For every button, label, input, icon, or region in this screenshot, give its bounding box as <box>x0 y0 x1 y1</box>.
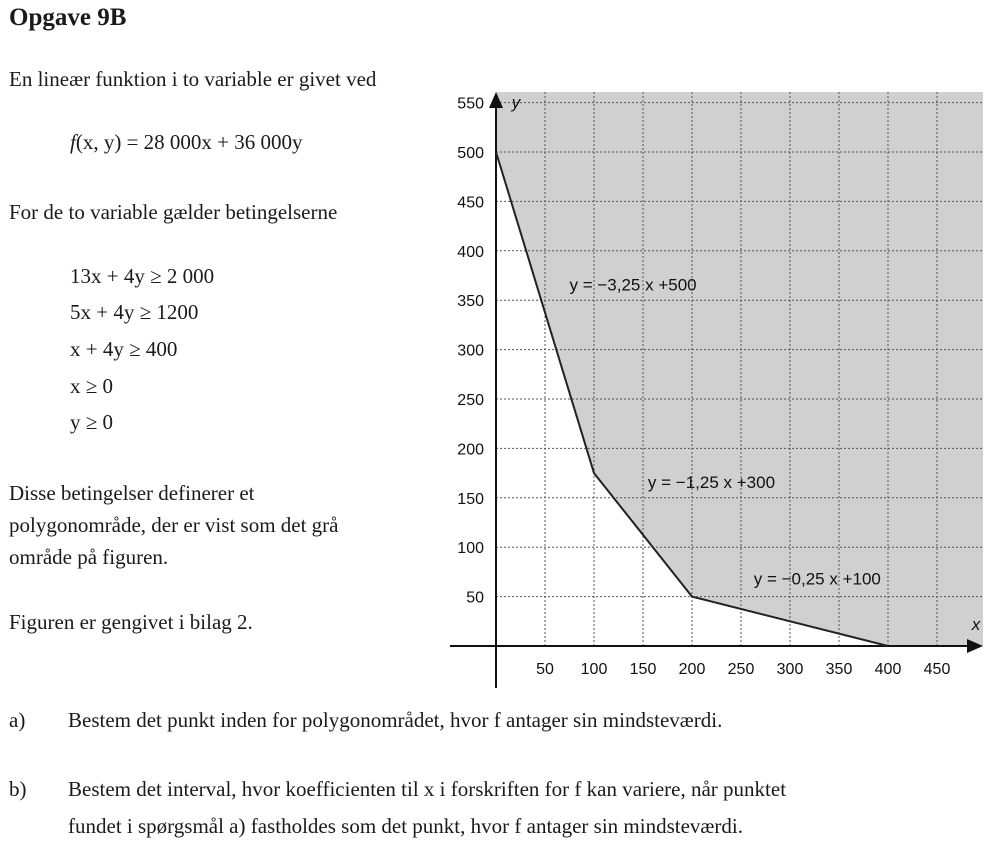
description-line-2: polygonområde, der er vist som det grå <box>9 513 339 537</box>
y-tick-label-150: 150 <box>457 491 484 508</box>
function-rhs: = 28 000x + 36 000y <box>126 130 303 154</box>
y-tick-label-250: 250 <box>457 392 484 409</box>
boundary-line-label-3: y = −0,25 x +100 <box>754 570 881 589</box>
x-tick-label-150: 150 <box>630 661 657 678</box>
question-b-label: b) <box>9 777 27 801</box>
boundary-line-label-1: y = −3,25 x +500 <box>570 275 697 294</box>
assignment-title: Opgave 9B <box>9 4 127 31</box>
conditions-intro: For de to variable gælder betingelserne <box>9 200 338 224</box>
function-args: (x, y) <box>75 130 122 154</box>
y-tick-label-50: 50 <box>466 590 484 607</box>
x-tick-label-50: 50 <box>536 661 554 678</box>
condition-5: y ≥ 0 <box>70 410 114 434</box>
grid-layer <box>496 92 983 646</box>
appendix-note: Figuren er gengivet i bilag 2. <box>9 610 253 634</box>
x-tick-label-350: 350 <box>826 661 853 678</box>
function-name: f <box>70 130 76 154</box>
y-tick-label-350: 350 <box>457 293 484 310</box>
feasible-region-boundary <box>495 151 889 647</box>
condition-3: x + 4y ≥ 400 <box>70 337 178 361</box>
condition-1: 13x + 4y ≥ 2 000 <box>70 264 215 288</box>
condition-4: x ≥ 0 <box>70 374 114 398</box>
x-tick-label-250: 250 <box>728 661 755 678</box>
y-axis-label: y <box>511 93 522 112</box>
y-tick-label-400: 400 <box>457 244 484 261</box>
description-line-1: Disse betingelser definerer et <box>9 481 255 505</box>
y-tick-label-300: 300 <box>457 343 484 360</box>
question-a-label: a) <box>9 708 26 732</box>
y-tick-label-550: 550 <box>457 96 484 113</box>
x-tick-label-100: 100 <box>581 661 608 678</box>
x-axis-label: x <box>971 615 981 634</box>
y-tick-label-450: 450 <box>457 194 484 211</box>
labels-layer: 50 100 150 200 250 300 350 400 450 50 100 150 200 250… <box>457 93 980 678</box>
y-tick-label-500: 500 <box>457 145 484 162</box>
question-a-text: Bestem det punkt inden for polygonområde… <box>68 708 723 732</box>
feasible-region-layer <box>496 92 983 646</box>
boundary-layer <box>495 151 889 647</box>
condition-2: 5x + 4y ≥ 1200 <box>70 300 199 324</box>
x-tick-label-200: 200 <box>679 661 706 678</box>
function-definition: f(x, y) = 28 000x + 36 000y <box>70 130 303 155</box>
x-axis-arrow-icon <box>967 639 983 653</box>
y-tick-label-200: 200 <box>457 441 484 458</box>
y-axis-arrow-icon <box>489 92 503 108</box>
x-tick-label-300: 300 <box>777 661 804 678</box>
boundary-line-label-2: y = −1,25 x +300 <box>648 473 775 492</box>
x-tick-label-450: 450 <box>924 661 951 678</box>
x-tick-label-400: 400 <box>875 661 902 678</box>
intro-text: En lineær funktion i to variable er give… <box>9 67 377 91</box>
feasible-region <box>496 92 983 646</box>
description-line-3: område på figuren. <box>9 545 169 569</box>
question-b-text-line-2: fundet i spørgsmål a) fastholdes som det… <box>68 814 744 838</box>
question-b-text-line-1: Bestem det interval, hvor koefficienten … <box>68 777 787 801</box>
y-tick-label-100: 100 <box>457 540 484 557</box>
